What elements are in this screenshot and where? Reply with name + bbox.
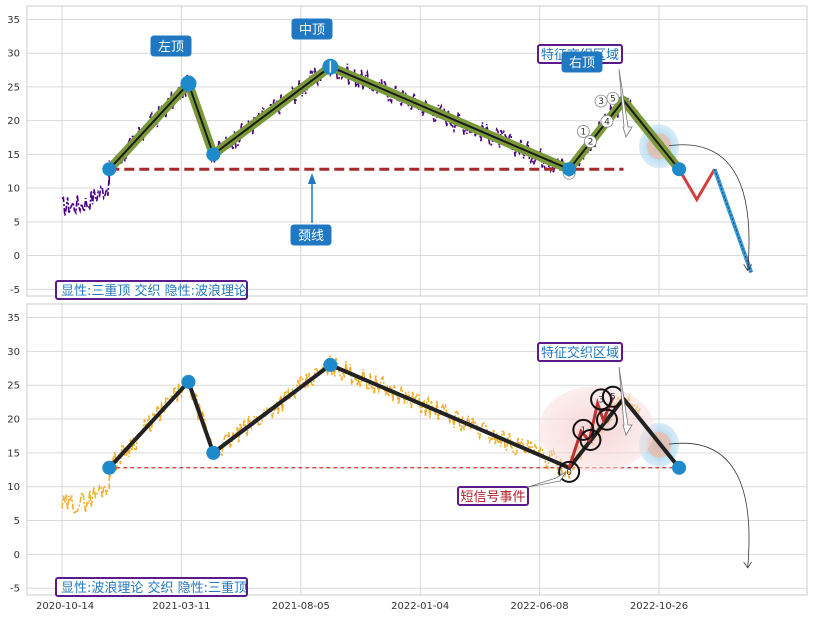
top-wave-number: 2 — [588, 138, 594, 148]
x-tick-label: 2021-08-05 — [272, 601, 330, 612]
bottom-pattern-marker — [323, 357, 338, 372]
bottom-feature-zone-box — [537, 342, 623, 362]
bottom-wave-number: 5 — [610, 393, 616, 403]
bottom-wave-number: 2 — [588, 436, 594, 446]
bottom-pattern-marker — [181, 374, 196, 389]
bottom-wave-number: 3 — [598, 395, 604, 405]
bottom-wave-zone-pink — [538, 386, 655, 473]
x-tick-label: 2021-03-11 — [152, 601, 210, 612]
neckline-label: 颈线 — [298, 229, 324, 244]
bottom-wave-circle — [595, 408, 618, 431]
top-wave-circle — [606, 91, 620, 105]
bottom-ytick-label: 25 — [7, 381, 20, 392]
bottom-wave-circle — [558, 460, 581, 483]
bottom-wave-circle — [590, 388, 613, 411]
bottom-feature-zone-label: 特征交织区域 — [541, 345, 619, 361]
bottom-curve-arrow-head — [743, 561, 752, 569]
bottom-wave-number: 0 — [566, 468, 572, 478]
top-pattern-marker — [562, 162, 577, 177]
short-signal-label: 短信号事件 — [460, 490, 525, 505]
top-ytick-label: 15 — [7, 150, 20, 161]
bottom-price-line — [61, 355, 641, 517]
top-ytick-label: 30 — [7, 49, 20, 60]
bottom-wave-circle — [579, 429, 602, 452]
bottom-ytick-label: 0 — [14, 550, 20, 561]
top-pattern-marker — [672, 162, 687, 177]
top-ytick-label: 5 — [14, 217, 20, 228]
bottom-ytick-label: 5 — [14, 516, 20, 527]
left-top-label-box — [150, 35, 192, 57]
bottom-ytick-label: 30 — [7, 347, 20, 358]
left-top-label: 左顶 — [158, 40, 184, 55]
top-legend-text: 显性:三重顶 交织 隐性:波浪理论 — [61, 283, 247, 299]
top-curve-arrow — [668, 144, 750, 271]
top-pattern-marker — [206, 147, 221, 162]
bottom-wave-number: 1 — [580, 426, 586, 436]
top-wave-circle — [584, 135, 597, 148]
top-ytick-label: 25 — [7, 82, 20, 93]
bottom-pattern-marker — [206, 445, 221, 460]
bottom-ytick-label: 15 — [7, 448, 20, 459]
short-signal-box — [457, 486, 529, 506]
top-plot-frame — [26, 5, 808, 297]
top-pattern-marker — [180, 75, 197, 92]
x-tick-label: 2022-06-08 — [511, 601, 569, 612]
top-pattern-marker — [102, 162, 117, 177]
middle-top-label-box — [291, 18, 333, 40]
middle-top-label: 中顶 — [299, 23, 325, 38]
top-ytick-label: 10 — [7, 184, 20, 195]
bottom-ytick-label: -5 — [10, 584, 20, 595]
bottom-ytick-label: 35 — [7, 313, 20, 324]
top-ytick-label: 20 — [7, 116, 20, 127]
top-projection-drop — [712, 168, 754, 274]
top-curve-arrow-head — [743, 264, 752, 272]
bottom-ytick-label: 10 — [7, 482, 20, 493]
top-wave-number: 1 — [580, 127, 586, 137]
bottom-curve-arrow — [668, 442, 750, 568]
top-wave-number: 3 — [598, 97, 604, 107]
bottom-legend-box — [55, 577, 248, 597]
top-wave-circle — [600, 114, 614, 128]
top-wave-circle — [576, 125, 590, 138]
top-ytick-label: -5 — [10, 285, 20, 296]
bottom-pattern-marker — [102, 460, 117, 475]
bottom-wave-segments — [567, 396, 615, 469]
neckline-label-box — [290, 224, 332, 246]
neckline-pointer-head — [308, 173, 316, 184]
top-legend-box — [55, 280, 248, 300]
bottom-pattern-marker — [672, 460, 687, 475]
x-tick-label: 2022-10-26 — [630, 601, 688, 612]
bottom-wave-number: 4 — [604, 416, 610, 426]
top-wave-number: 5 — [610, 94, 616, 104]
top-wave-circle — [594, 94, 608, 108]
short-signal-pointer — [527, 471, 567, 488]
bottom-legend-text: 显性:波浪理论 交织 隐性:三重顶 — [61, 580, 247, 596]
top-ytick-label: 0 — [14, 251, 20, 262]
right-top-label-box — [561, 51, 603, 73]
x-tick-label: 2022-01-04 — [391, 601, 449, 612]
top-ytick-label: 35 — [7, 15, 20, 26]
right-top-label: 右顶 — [569, 56, 595, 71]
top-feature-zone-pointer — [618, 68, 633, 138]
top-price-line — [61, 60, 641, 216]
bottom-ytick-label: 20 — [7, 415, 20, 426]
top-wave-number: 4 — [604, 117, 610, 127]
bottom-plot-frame — [26, 303, 808, 596]
x-tick-label: 2020-10-14 — [36, 601, 94, 612]
top-projection-zigzag — [677, 168, 716, 203]
bottom-feature-zone-pointer — [618, 366, 633, 436]
